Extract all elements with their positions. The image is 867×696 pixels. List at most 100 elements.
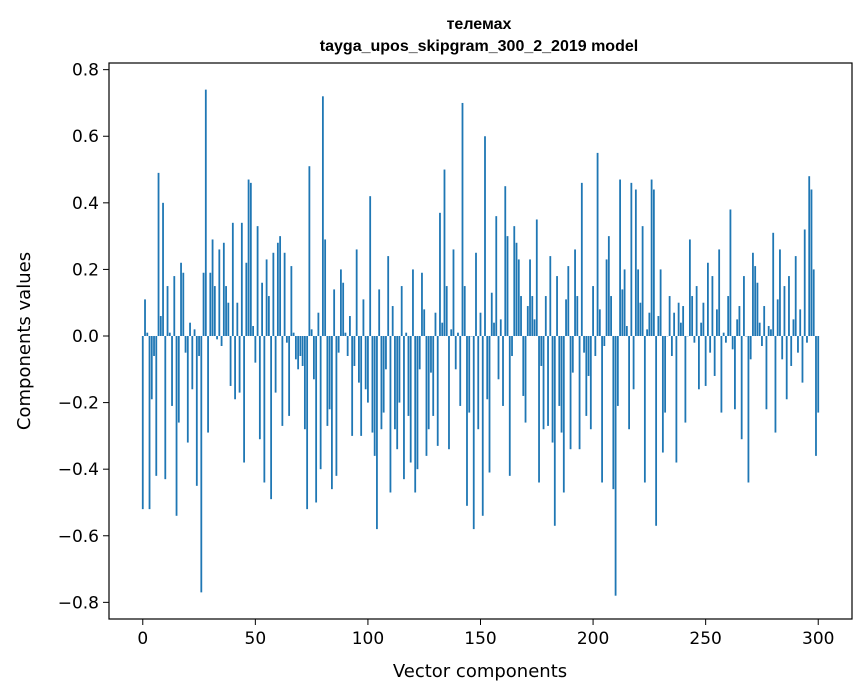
bar-38 xyxy=(227,302,230,336)
bar-241 xyxy=(684,336,687,423)
bar-133 xyxy=(441,322,444,337)
bar-258 xyxy=(722,332,725,337)
x-tick-label: 0 xyxy=(137,629,148,649)
bar-4 xyxy=(150,336,153,400)
bar-58 xyxy=(272,252,275,336)
bar-62 xyxy=(281,336,284,426)
bar-114 xyxy=(398,336,401,403)
bar-131 xyxy=(436,336,439,446)
bar-172 xyxy=(529,259,531,336)
bar-149 xyxy=(477,336,480,430)
bar-59 xyxy=(274,336,277,393)
bar-51 xyxy=(256,226,259,337)
bar-130 xyxy=(434,312,437,337)
bar-132 xyxy=(439,212,441,337)
bar-186 xyxy=(560,336,563,433)
bar-253 xyxy=(711,276,714,337)
bar-73 xyxy=(306,336,309,510)
bar-291 xyxy=(797,336,799,353)
bar-47 xyxy=(247,179,250,337)
bar-57 xyxy=(270,336,273,500)
y-tick-label: 0.0 xyxy=(72,327,99,347)
bar-189 xyxy=(567,266,570,337)
bar-295 xyxy=(806,336,808,343)
bar-127 xyxy=(427,336,430,430)
bar-294 xyxy=(803,229,806,337)
bar-134 xyxy=(443,169,446,337)
y-tick-label: 0.2 xyxy=(72,260,99,280)
bar-15 xyxy=(175,336,178,516)
x-axis-ticks: 0 50 100 150 200 250 300 xyxy=(137,619,834,649)
bar-273 xyxy=(756,282,759,337)
bar-234 xyxy=(668,296,671,336)
bar-221 xyxy=(639,302,642,336)
bar-194 xyxy=(578,336,581,450)
bar-135 xyxy=(445,286,448,337)
bar-35 xyxy=(220,336,223,346)
bar-236 xyxy=(673,312,676,337)
bar-27 xyxy=(202,272,205,337)
bar-230 xyxy=(659,269,662,337)
bar-39 xyxy=(229,336,232,386)
bar-207 xyxy=(607,236,610,337)
bar-86 xyxy=(335,336,338,476)
bar-161 xyxy=(504,186,507,337)
x-tick-label: 200 xyxy=(577,629,609,649)
bar-31 xyxy=(211,239,214,337)
bar-171 xyxy=(526,306,529,336)
bar-288 xyxy=(790,336,793,366)
bar-97 xyxy=(360,336,363,436)
bar-34 xyxy=(218,249,221,336)
bar-37 xyxy=(225,286,227,337)
bar-214 xyxy=(623,269,626,337)
bar-246 xyxy=(695,286,698,337)
bar-96 xyxy=(358,336,360,383)
bar-71 xyxy=(301,336,304,366)
bar-111 xyxy=(391,306,394,336)
bar-8 xyxy=(159,316,162,337)
bar-108 xyxy=(385,336,387,370)
bar-152 xyxy=(484,136,486,337)
bar-75 xyxy=(310,329,313,337)
y-tick-label: −0.2 xyxy=(58,394,99,414)
bar-198 xyxy=(587,336,590,376)
bar-6 xyxy=(155,336,158,476)
x-tick-label: 100 xyxy=(352,629,384,649)
bar-90 xyxy=(344,332,347,337)
bar-254 xyxy=(713,336,716,376)
bar-82 xyxy=(326,336,329,426)
bar-300 xyxy=(817,336,820,413)
bar-264 xyxy=(736,319,739,337)
bar-124 xyxy=(421,272,423,337)
bar-199 xyxy=(589,336,592,430)
bar-53 xyxy=(261,282,263,337)
x-axis-label: Vector components xyxy=(393,661,567,682)
bar-129 xyxy=(432,336,435,416)
bar-165 xyxy=(513,226,516,337)
bar-225 xyxy=(648,312,651,337)
bar-240 xyxy=(682,306,685,336)
bar-142 xyxy=(461,102,464,336)
bar-23 xyxy=(193,329,196,337)
bar-1 xyxy=(144,299,146,336)
chart-subtitle: tayga_upos_skipgram_300_2_2019 model xyxy=(320,38,638,55)
bar-118 xyxy=(407,336,410,416)
bar-141 xyxy=(459,336,462,406)
bar-9 xyxy=(162,202,164,336)
bar-250 xyxy=(704,336,707,386)
bar-2 xyxy=(146,332,149,337)
bar-196 xyxy=(583,336,585,353)
bar-159 xyxy=(499,319,502,337)
bar-48 xyxy=(249,182,252,337)
bar-126 xyxy=(425,336,428,456)
bar-289 xyxy=(792,319,795,337)
bar-174 xyxy=(533,319,536,337)
bar-176 xyxy=(538,336,540,483)
bar-212 xyxy=(619,179,621,337)
bar-32 xyxy=(213,286,216,337)
bar-256 xyxy=(718,249,721,336)
bar-170 xyxy=(524,336,527,423)
bar-110 xyxy=(389,336,392,493)
bar-140 xyxy=(457,332,459,337)
